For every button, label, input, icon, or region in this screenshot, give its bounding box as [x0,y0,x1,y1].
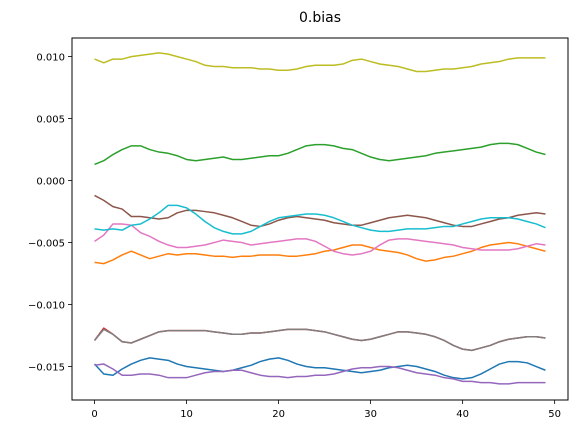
y-tick-label: −0.010 [28,301,65,312]
series-line-0 [94,357,546,380]
series-line-9 [94,204,546,235]
x-tick-label: 50 [548,409,561,420]
y-tick-label: 0.000 [36,177,65,188]
series-line-1 [94,241,546,265]
x-tick-label: 20 [272,409,285,420]
plot-frame [71,37,569,401]
y-tick-label: −0.015 [28,363,65,374]
series-line-6 [94,223,546,256]
x-tick-label: 40 [456,409,469,420]
y-tick-label: 0.005 [36,115,65,126]
x-tick-label: 30 [364,409,377,420]
series-line-4 [94,363,546,385]
y-tick-label: −0.005 [28,239,65,250]
x-tick-label: 0 [91,409,97,420]
chart-title: 0.bias [299,10,341,26]
y-tick-label: 0.010 [36,53,65,64]
x-tick-label: 10 [180,409,193,420]
series-line-2 [94,142,546,166]
series-line-5 [94,194,546,228]
x-axis: 0 10 20 30 40 50 [91,400,561,420]
y-axis: −0.015 −0.010 −0.005 0.000 0.005 0.010 [28,53,72,374]
series-line-7 [93,328,546,352]
series-line-8 [94,52,546,73]
series-layer [93,52,546,385]
